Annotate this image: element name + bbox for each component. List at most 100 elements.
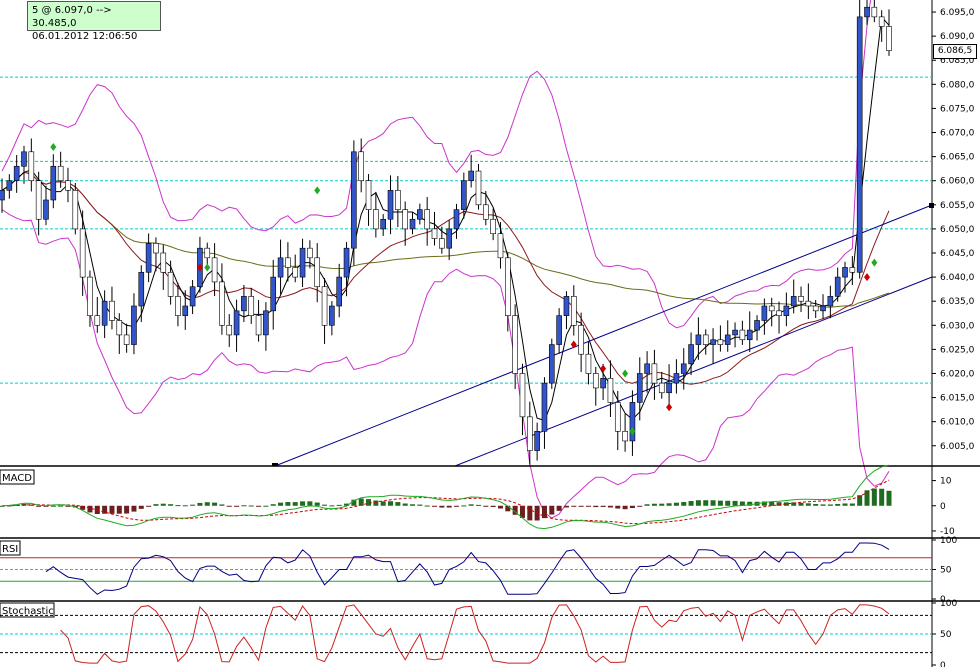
candle-body xyxy=(732,329,738,336)
macd-histogram-bar xyxy=(153,504,159,506)
macd-histogram-bar xyxy=(725,500,731,506)
macd-histogram-bar xyxy=(278,502,284,506)
candle-body xyxy=(717,339,724,345)
bollinger-lower xyxy=(1,209,890,519)
macd-histogram-bar xyxy=(761,501,767,506)
candle-body xyxy=(776,310,782,316)
candle-body xyxy=(299,247,306,278)
candle-body xyxy=(585,353,592,374)
macd-histogram-bar xyxy=(820,504,826,506)
candle-body xyxy=(424,209,430,230)
candle-body xyxy=(351,151,357,249)
candle-body xyxy=(541,382,548,432)
candle-body xyxy=(673,373,680,384)
macd-label: MACD xyxy=(2,473,32,484)
signal-marker xyxy=(629,427,636,436)
y-tick-label: 6.075,0 xyxy=(940,104,975,114)
candle-body xyxy=(842,267,848,278)
macd-histogram-bar xyxy=(138,505,144,509)
macd-histogram-bar xyxy=(769,501,775,506)
macd-histogram-bar xyxy=(116,505,122,514)
macd-histogram-bar xyxy=(541,505,547,519)
y-tick-label: 6.045,0 xyxy=(940,249,975,259)
candle-body xyxy=(160,252,167,273)
macd-histogram-bar xyxy=(292,502,298,506)
macd-histogram-bar xyxy=(190,504,196,506)
candle-body xyxy=(658,382,665,394)
macd-histogram-bar xyxy=(461,505,467,507)
rsi-panel[interactable]: RSI 100 50 0 xyxy=(0,536,980,605)
candle-body xyxy=(101,300,108,326)
signal-marker xyxy=(204,263,211,272)
candle-body xyxy=(746,329,753,341)
macd-histogram-bar xyxy=(475,504,481,506)
macd-histogram-bar xyxy=(563,505,569,508)
macd-histogram-bar xyxy=(410,504,416,506)
candle-body xyxy=(878,16,885,27)
y-tick-label: 6.060,0 xyxy=(940,177,975,187)
candle-body xyxy=(402,209,408,230)
candle-body xyxy=(387,190,394,220)
last-price-tag: 6.086,5 xyxy=(933,44,977,59)
macd-histogram-bar xyxy=(549,505,555,515)
candle-body xyxy=(343,247,350,278)
candle-body xyxy=(431,228,438,239)
candle-body xyxy=(680,363,687,374)
candle-body xyxy=(35,180,42,220)
macd-panel[interactable]: MACD 10 0 -10 xyxy=(0,464,980,539)
macd-histogram-bar xyxy=(131,505,137,512)
candle-body xyxy=(534,431,540,451)
candle-body xyxy=(13,165,20,182)
candle-body xyxy=(409,218,416,230)
candle-body xyxy=(65,180,71,191)
y-tick-label: 6.055,0 xyxy=(940,201,975,211)
stochastic-panel[interactable]: Stochastic 100 50 0 xyxy=(0,599,957,667)
macd-histogram-bar xyxy=(219,504,225,506)
candle-body xyxy=(548,344,555,384)
channel-handle xyxy=(929,203,934,208)
quote-line: 5 @ 6.097,0 --> 30.485,0 xyxy=(32,5,112,29)
macd-histogram-bar xyxy=(226,505,232,507)
candle-body xyxy=(592,373,599,389)
candle-body xyxy=(644,363,650,374)
y-tick-label: 6.005,0 xyxy=(940,442,975,452)
y-tick-label: 6.070,0 xyxy=(940,129,975,139)
candle-body xyxy=(50,165,57,201)
stochastic-line xyxy=(60,604,890,664)
macd-histogram-bar xyxy=(805,503,811,506)
macd-histogram-bar xyxy=(827,504,833,506)
candle-body xyxy=(182,305,189,316)
macd-histogram-bar xyxy=(776,502,782,506)
candle-body xyxy=(329,305,335,326)
candle-body xyxy=(812,305,819,312)
rsi-label-box xyxy=(0,540,21,556)
y-tick-label: 6.095,0 xyxy=(940,8,975,18)
candle-body xyxy=(285,257,291,268)
candle-body xyxy=(116,320,123,336)
candle-body xyxy=(820,305,826,312)
macd-histogram-bar xyxy=(424,505,430,507)
macd-histogram-bar xyxy=(263,505,269,507)
candle-body xyxy=(461,180,467,210)
candle-body xyxy=(123,334,130,345)
candle-body xyxy=(57,165,64,182)
candle-body xyxy=(710,339,716,345)
candle-body xyxy=(570,296,577,326)
macd-histogram-bar xyxy=(402,503,408,506)
signal-marker xyxy=(570,340,577,349)
macd-histogram-bar xyxy=(380,501,386,506)
macd-histogram-bar xyxy=(285,502,291,506)
candle-body xyxy=(277,257,284,278)
macd-histogram-bar xyxy=(453,505,459,507)
macd-histogram-bar xyxy=(314,502,320,506)
candle-body xyxy=(629,402,636,442)
candle-body xyxy=(270,276,277,312)
y-tick-label: 6.065,0 xyxy=(940,153,975,163)
macd-histogram-bar xyxy=(622,505,628,510)
rsi-tick-label: 0 xyxy=(940,595,946,605)
macd-histogram-bar xyxy=(864,490,870,506)
candle-body xyxy=(768,305,775,312)
candle-body xyxy=(226,324,233,336)
candle-body xyxy=(109,300,115,321)
